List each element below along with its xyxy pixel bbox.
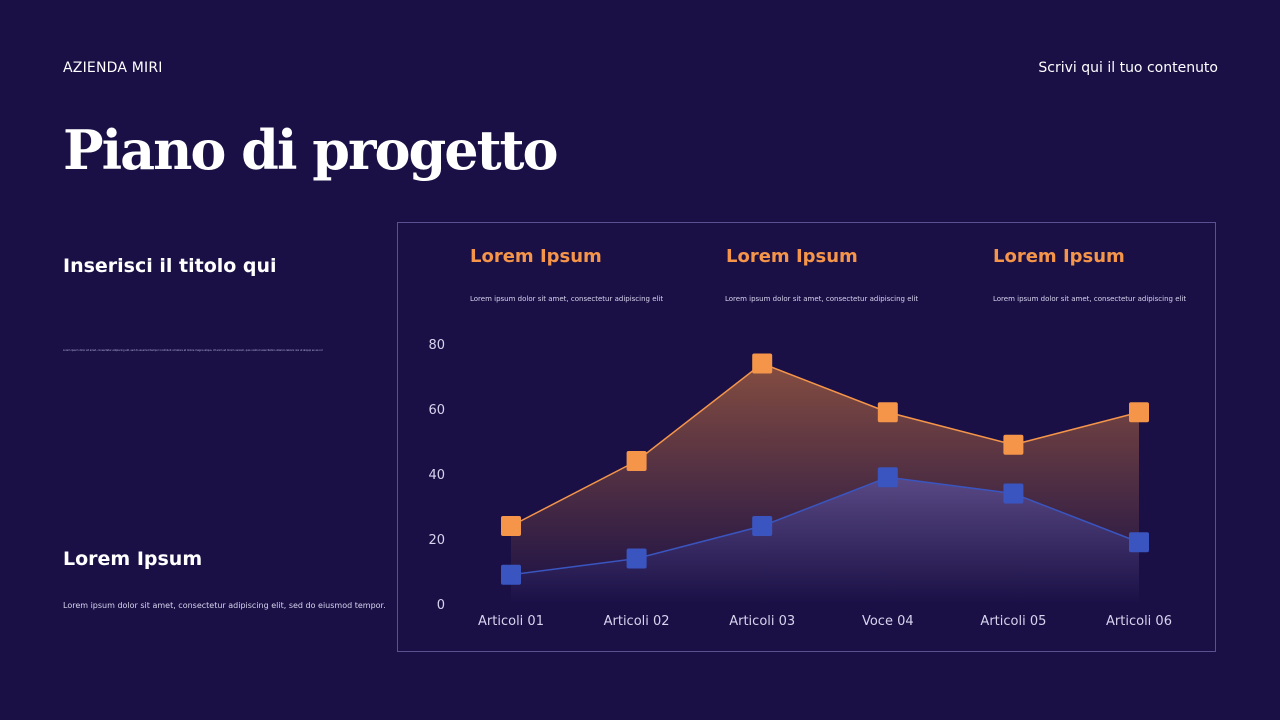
page-title: Piano di progetto (63, 118, 559, 182)
data-point-marker (1003, 434, 1024, 455)
left-text: Lorem ipsum dolor sit amet, consectetur … (63, 601, 386, 610)
section-title: Inserisci il titolo qui (63, 255, 277, 277)
tiny-body-text: Lorem ipsum dolor sit amet, consectetur … (63, 349, 323, 352)
y-tick-label: 0 (437, 598, 445, 613)
data-point-marker (1003, 483, 1024, 504)
y-tick-label: 80 (428, 338, 445, 353)
series-line (510, 362, 1140, 527)
x-tick-label: Voce 04 (862, 614, 914, 629)
y-tick-label: 60 (428, 403, 445, 418)
x-tick-label: Articoli 03 (729, 614, 795, 629)
column-title: Lorem Ipsum (726, 246, 858, 267)
data-point-marker (752, 516, 773, 536)
chart-panel (397, 222, 1216, 652)
data-point-marker (1129, 402, 1149, 423)
y-tick-label: 20 (428, 533, 445, 548)
x-tick-label: Articoli 05 (980, 614, 1046, 629)
x-tick-label: Articoli 01 (478, 614, 544, 629)
data-point-marker (501, 564, 521, 585)
column-text: Lorem ipsum dolor sit amet, consectetur … (470, 295, 664, 303)
left-heading: Lorem Ipsum (63, 548, 203, 570)
series-area (511, 477, 1139, 604)
y-tick-label: 40 (428, 468, 445, 483)
header-content-text: Scrivi qui il tuo contenuto (1038, 60, 1218, 76)
data-point-marker (1129, 532, 1149, 553)
column-title: Lorem Ipsum (993, 246, 1125, 267)
x-tick-label: Articoli 06 (1106, 614, 1172, 629)
data-point-marker (877, 402, 898, 423)
data-point-marker (501, 516, 521, 536)
data-point-marker (626, 451, 647, 471)
company-name: AZIENDA MIRI (63, 60, 163, 76)
data-point-marker (877, 467, 898, 488)
x-tick-label: Articoli 02 (604, 614, 670, 629)
column-title: Lorem Ipsum (470, 246, 602, 267)
column-text: Lorem ipsum dolor sit amet, consectetur … (725, 295, 919, 303)
data-point-marker (626, 548, 647, 569)
data-point-marker (752, 353, 773, 374)
series-line (510, 476, 1140, 576)
column-text: Lorem ipsum dolor sit amet, consectetur … (993, 295, 1187, 303)
